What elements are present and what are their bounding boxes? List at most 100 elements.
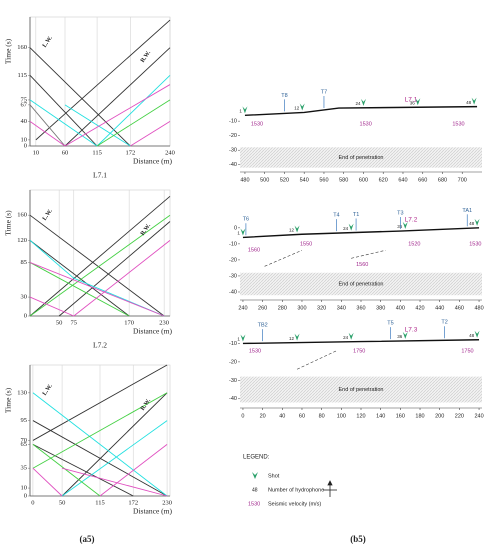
- y-tick-label: 70: [21, 437, 28, 444]
- y-axis-label: Time (s): [4, 38, 13, 64]
- shot-marker: [294, 225, 300, 233]
- y-tick-label: -10: [229, 241, 237, 247]
- shot-label: T7: [321, 89, 327, 95]
- shot-label: T6: [243, 217, 249, 223]
- hydrophone-number: 24: [355, 101, 361, 106]
- velocity-interface: [264, 250, 303, 267]
- ground-surface: [242, 227, 480, 239]
- hydrophone-number: 1: [237, 337, 240, 342]
- shot-label: T2: [441, 320, 447, 326]
- legend-title: LEGEND:: [243, 455, 270, 461]
- shot-label: T1: [353, 212, 359, 218]
- x-tick-label: 200: [435, 413, 444, 419]
- x-tick-label: 360: [356, 305, 365, 311]
- ground-surface: [244, 105, 478, 117]
- hydrophone-number: 12: [294, 106, 300, 111]
- y-tick-label: -40: [229, 289, 237, 295]
- caption: (a5): [80, 534, 95, 544]
- x-tick-label: 115: [92, 149, 102, 156]
- y-tick-label: 85: [21, 259, 28, 266]
- x-tick-label: 0: [241, 413, 244, 419]
- y-tick-label: 75: [21, 96, 28, 103]
- y-tick-label: 10: [21, 485, 28, 492]
- travel-time-line: [96, 99, 171, 147]
- hydrophone-number: 36: [397, 334, 403, 339]
- profile-title: L7.2: [405, 217, 418, 224]
- x-tick-label: 240: [165, 149, 175, 156]
- y-tick-label: -20: [229, 257, 237, 263]
- legend-label: Seismic velocity (m/s): [268, 501, 321, 507]
- x-tick-label: 140: [376, 413, 385, 419]
- north-arrow: [323, 480, 337, 497]
- y-tick-label: 30: [21, 294, 28, 301]
- hydrophone-number: 1: [239, 109, 242, 114]
- x-tick-label: 560: [319, 177, 328, 183]
- travel-time-line: [32, 392, 168, 469]
- y-tick-label: 130: [17, 389, 27, 396]
- y-tick-label: 67: [21, 101, 28, 108]
- x-tick-label: 580: [339, 177, 348, 183]
- x-tick-label: 240: [238, 305, 247, 311]
- hydrophone-number: 48: [469, 221, 475, 226]
- velocity-label: 1530: [251, 122, 263, 128]
- y-tick-label: 40: [21, 118, 28, 125]
- y-axis-label: Time (s): [4, 210, 13, 236]
- y-tick-label: 160: [17, 212, 27, 219]
- velocity-interface: [351, 249, 386, 259]
- travel-time-line: [29, 121, 66, 147]
- x-tick-label: 230: [159, 319, 169, 326]
- shot-marker: [240, 228, 246, 236]
- x-tick-label: 520: [280, 177, 289, 183]
- x-tick-label: 480: [474, 305, 483, 311]
- shot-marker: [242, 106, 248, 114]
- x-tick-label: 700: [458, 177, 467, 183]
- shot-icon: [252, 472, 258, 479]
- travel-time-line: [32, 444, 101, 497]
- hydrophone-number: 12: [289, 228, 295, 233]
- y-tick-label: -30: [229, 378, 237, 384]
- x-tick-label: 400: [396, 305, 405, 311]
- x-tick-label: 660: [418, 177, 427, 183]
- penetration-zone: [240, 272, 482, 296]
- x-tick-label: 100: [337, 413, 346, 419]
- travel-time-line: [29, 296, 74, 317]
- hydrophone-number: 36: [410, 100, 416, 105]
- x-tick-label: 320: [317, 305, 326, 311]
- travel-time-line: [32, 364, 168, 441]
- travel-time-line: [29, 99, 98, 147]
- y-tick-label: -30: [229, 273, 237, 279]
- travel-time-line: [29, 240, 75, 279]
- x-tick-label: 20: [260, 413, 266, 419]
- x-tick-label: 500: [260, 177, 269, 183]
- y-tick-label: 160: [17, 44, 27, 51]
- x-tick-label: 120: [356, 413, 365, 419]
- x-tick-label: 300: [297, 305, 306, 311]
- y-tick-label: 115: [17, 72, 27, 79]
- shot-marker: [240, 334, 246, 342]
- y-tick-label: -10: [229, 341, 237, 347]
- travel-time-line: [64, 84, 171, 147]
- x-tick-label: 480: [240, 177, 249, 183]
- x-tick-label: 380: [376, 305, 385, 311]
- hydrophone-number: 24: [343, 335, 349, 340]
- x-tick-label: 115: [95, 499, 105, 506]
- shot-marker: [348, 223, 354, 231]
- x-tick-label: 172: [128, 499, 138, 506]
- caption: (b5): [350, 534, 366, 544]
- x-axis-label: Distance (m): [133, 157, 172, 166]
- x-tick-label: 172: [125, 149, 135, 156]
- shot-marker: [294, 333, 300, 341]
- y-tick-label: -40: [229, 396, 237, 402]
- x-tick-label: 160: [396, 413, 405, 419]
- penetration-label: End of penetration: [339, 387, 384, 393]
- legend-label: Shot: [268, 473, 280, 479]
- travel-time-line: [29, 104, 66, 147]
- shot-marker: [402, 221, 408, 229]
- penetration-label: End of penetration: [339, 155, 384, 161]
- x-tick-label: 600: [359, 177, 368, 183]
- y-tick-label: -20: [229, 133, 237, 139]
- y-tick-label: 0: [24, 492, 27, 499]
- y-tick-label: 120: [17, 237, 27, 244]
- travel-time-line: [29, 262, 130, 317]
- x-tick-label: 340: [337, 305, 346, 311]
